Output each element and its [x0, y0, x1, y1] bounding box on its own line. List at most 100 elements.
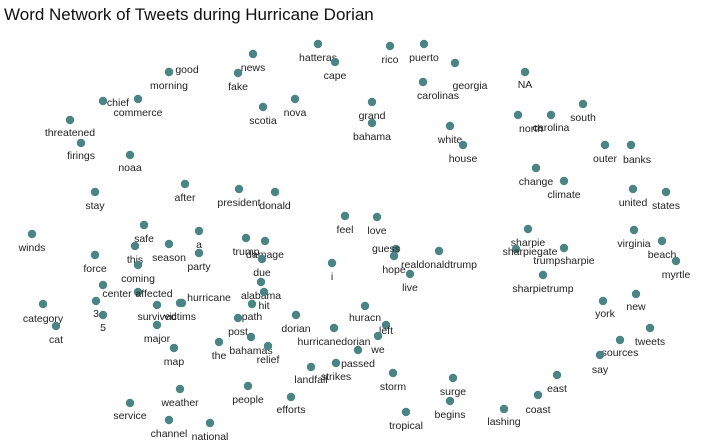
- node-label-huracn: huracn: [349, 312, 381, 324]
- node-label-white: white: [437, 134, 463, 146]
- node-label-efforts: efforts: [277, 404, 306, 416]
- node-label-the: the: [212, 350, 227, 362]
- node-label-center: center: [102, 288, 132, 300]
- node-huracn: [360, 301, 370, 311]
- node-season: [164, 239, 174, 249]
- node-label-news: news: [241, 62, 266, 74]
- node-commerce: [133, 94, 143, 104]
- node-united: [628, 184, 638, 194]
- node-3: [91, 296, 101, 306]
- node-label-climate: climate: [547, 189, 580, 201]
- node-hit: [259, 287, 269, 297]
- node-president: [234, 184, 244, 194]
- node-label-hope: hope: [382, 264, 406, 276]
- node-label-landfall: landfall: [294, 374, 327, 386]
- node-carolina: [546, 110, 556, 120]
- node-label-realdonaldtrump: realdonaldtrump: [401, 259, 477, 271]
- node-carolinas: [418, 77, 428, 87]
- node-climate: [559, 176, 569, 186]
- node-label-sharpiegate: sharpiegate: [503, 246, 558, 258]
- node-label-na: NA: [518, 79, 533, 91]
- node-label-coast: coast: [525, 404, 550, 416]
- node-georgia: [450, 58, 460, 68]
- node-post: [233, 313, 243, 323]
- node-label-hurricane: hurricane: [187, 292, 231, 304]
- node-map: [169, 343, 179, 353]
- node-label-states: states: [652, 200, 680, 212]
- node-label-trump: trump: [233, 246, 260, 258]
- node-relief: [263, 341, 273, 351]
- node-force: [90, 250, 100, 260]
- node-label-hatteras: hatteras: [299, 52, 337, 64]
- node-new: [631, 289, 641, 299]
- node-service: [125, 398, 135, 408]
- node-label-winds: winds: [18, 242, 46, 254]
- node-label-cape: cape: [324, 70, 347, 82]
- node-label-feel: feel: [337, 224, 354, 236]
- node-say: [595, 350, 605, 360]
- node-nova: [290, 94, 300, 104]
- node-lashing: [499, 404, 509, 414]
- node-category: [38, 299, 48, 309]
- node-efforts: [286, 392, 296, 402]
- node-label-united: united: [619, 197, 648, 209]
- node-begins: [445, 396, 455, 406]
- node-label-season: season: [152, 252, 186, 264]
- node-damage: [260, 236, 270, 246]
- node-label-safe: safe: [134, 233, 154, 245]
- node-house: [458, 140, 468, 150]
- node-center: [98, 280, 108, 290]
- node-label-carolinas: carolinas: [417, 90, 459, 102]
- node-victims: [175, 298, 185, 308]
- node-hurricanedorian: [329, 323, 339, 333]
- node-scotia: [258, 102, 268, 112]
- node-banks: [626, 140, 636, 150]
- node-hope: [389, 251, 399, 261]
- node-label-north: north: [519, 123, 543, 135]
- node-label-new: new: [626, 301, 646, 313]
- node-label-post: post: [228, 326, 248, 338]
- node-label-relief: relief: [257, 354, 280, 366]
- node-white: [445, 121, 455, 131]
- node-label-hit: hit: [258, 300, 269, 312]
- node-label-stay: stay: [85, 200, 105, 212]
- node-label-affected: affected: [135, 288, 172, 300]
- node-label-east: east: [547, 383, 567, 395]
- node-news: [248, 49, 258, 59]
- node-donald: [270, 187, 280, 197]
- node-realdonaldtrump: [434, 246, 444, 256]
- node-label-force: force: [83, 263, 107, 275]
- node-cape: [330, 57, 340, 67]
- node-dorian: [291, 310, 301, 320]
- node-trump: [241, 233, 251, 243]
- node-label-a: a: [196, 239, 202, 251]
- node-label-york: york: [595, 308, 616, 320]
- node-label-tropical: tropical: [389, 420, 423, 432]
- node-label-victims: victims: [164, 311, 196, 323]
- node-path: [247, 299, 257, 309]
- node-label-hurricanedorian: hurricanedorian: [298, 336, 371, 348]
- node-label-dorian: dorian: [281, 323, 310, 335]
- node-label-noaa: noaa: [118, 162, 142, 174]
- node-label-damage: damage: [246, 249, 284, 261]
- node-i: [327, 258, 337, 268]
- node-the: [214, 337, 224, 347]
- node-label-we: we: [370, 344, 385, 356]
- node-label-georgia: georgia: [452, 80, 487, 92]
- node-surge: [448, 373, 458, 383]
- node-label-bahamas: bahamas: [229, 345, 272, 357]
- node-party: [194, 248, 204, 258]
- node-label-3: 3: [93, 308, 99, 320]
- node-feel: [340, 211, 350, 221]
- node-tweets: [645, 323, 655, 333]
- node-label-south: south: [570, 112, 596, 124]
- node-label-storm: storm: [380, 381, 407, 393]
- node-label-say: say: [592, 364, 609, 376]
- node-this: [130, 241, 140, 251]
- node-label-after: after: [174, 192, 196, 204]
- page-title: Word Network of Tweets during Hurricane …: [4, 5, 374, 24]
- node-label-survived: survived: [137, 311, 176, 323]
- node-morning: [164, 67, 174, 77]
- node-affected: [133, 287, 143, 297]
- node-beach: [657, 236, 667, 246]
